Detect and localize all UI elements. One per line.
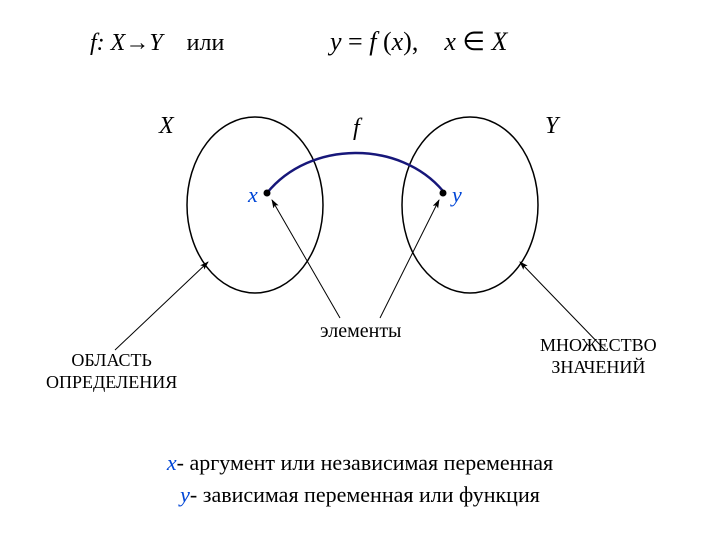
caption-elements: элементы [320, 320, 402, 343]
mapping-curve [267, 153, 443, 193]
label-set-y: Y [545, 113, 558, 140]
bottom-x-rest: - аргумент или независимая переменная [177, 450, 553, 475]
arrow-elem-x [272, 200, 340, 318]
arrow-elem-y [380, 200, 439, 318]
diagram-stage: f: X→Y или y = f (x), x ∈ X X Y f x y ОБ [0, 0, 720, 540]
arrow-domain [115, 262, 208, 350]
bottom-line-1: x- аргумент или независимая переменная [0, 450, 720, 476]
label-f: f [353, 115, 360, 142]
caption-range-text: МНОЖЕСТВО ЗНАЧЕНИЙ [540, 335, 657, 377]
point-x [264, 190, 271, 197]
label-element-x: x [248, 182, 258, 208]
bottom-line-2: y- зависимая переменная или функция [0, 482, 720, 508]
bottom-y-rest: - зависимая переменная или функция [190, 482, 540, 507]
caption-domain: ОБЛАСТЬ ОПРЕДЕЛЕНИЯ [46, 350, 177, 393]
label-set-x: X [159, 113, 174, 140]
caption-range: МНОЖЕСТВО ЗНАЧЕНИЙ [540, 335, 657, 378]
bottom-x-var: x [167, 450, 177, 475]
label-element-y: y [452, 182, 462, 208]
caption-domain-text: ОБЛАСТЬ ОПРЕДЕЛЕНИЯ [46, 350, 177, 392]
set-y-ellipse [402, 117, 538, 293]
bottom-y-var: y [180, 482, 190, 507]
point-y [440, 190, 447, 197]
